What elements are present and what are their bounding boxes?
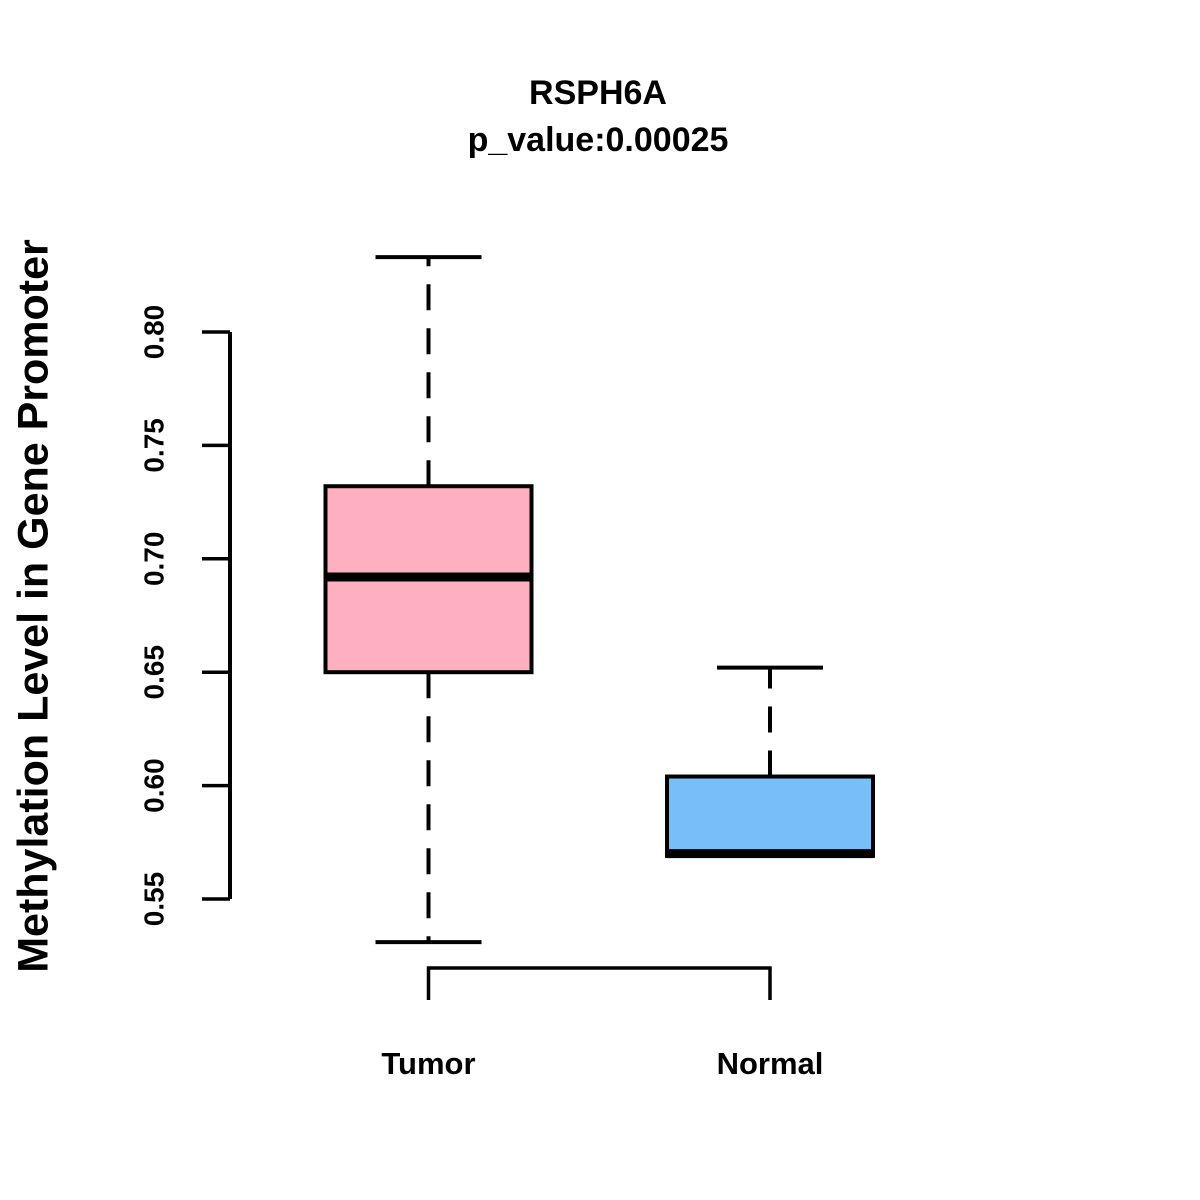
y-tick-label: 0.65 [139, 645, 170, 700]
category-label-normal: Normal [717, 1046, 824, 1081]
y-tick-label: 0.55 [139, 872, 170, 927]
chart-title: RSPH6A [529, 74, 667, 112]
y-tick-label: 0.75 [139, 418, 170, 473]
y-tick-label: 0.60 [139, 758, 170, 813]
y-tick-label: 0.80 [139, 305, 170, 360]
x-axis-bracket [426, 966, 772, 1000]
chart-title-block: RSPH6A p_value:0.00025 [0, 70, 1196, 164]
category-label-tumor: Tumor [381, 1046, 475, 1081]
normal-box [665, 774, 875, 858]
chart-subtitle: p_value:0.00025 [467, 121, 729, 159]
y-tick-label: 0.70 [139, 532, 170, 587]
